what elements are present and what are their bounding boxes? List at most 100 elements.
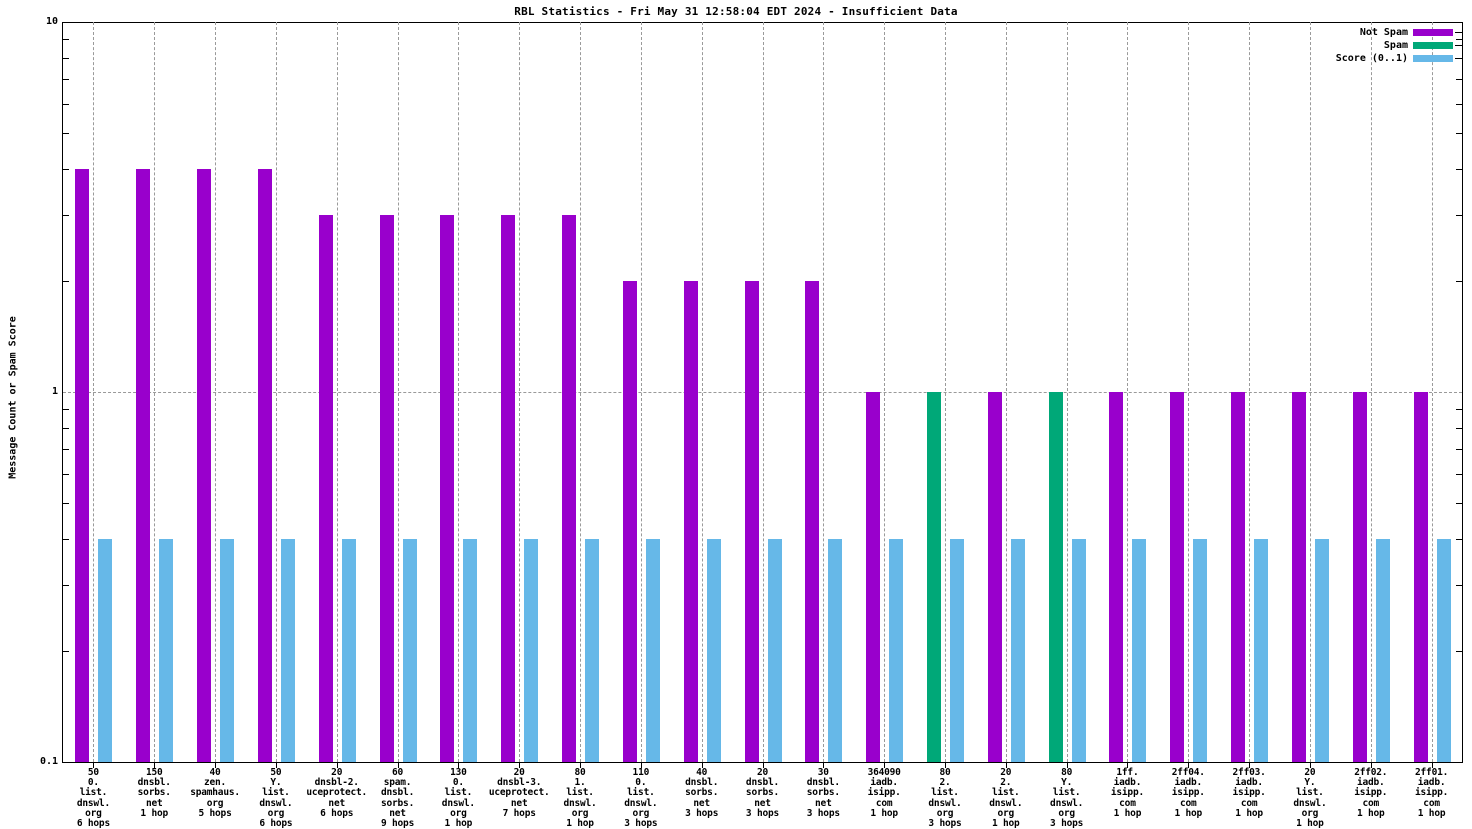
y-minor-tick — [1456, 503, 1462, 505]
x-category-label: 110 0. list. dnswl. org 3 hops — [624, 767, 658, 829]
x-category-label: 2ff04. iadb. isipp. com 1 hop — [1171, 767, 1205, 819]
bar-score — [767, 539, 782, 762]
legend-item: Score (0..1) — [1316, 53, 1462, 64]
plot-area — [63, 22, 1462, 762]
x-tick — [1309, 763, 1311, 768]
x-category-label: 80 Y. list. dnswl. org 3 hops — [1050, 767, 1084, 829]
bar-score — [1010, 539, 1025, 762]
legend-tick-mark — [1455, 32, 1462, 33]
x-tick — [458, 763, 460, 768]
x-tick — [1431, 763, 1433, 768]
x-tick — [640, 763, 642, 768]
y-minor-tick — [63, 57, 69, 59]
x-tick — [1066, 763, 1068, 768]
x-tick — [884, 763, 886, 768]
bar-score — [706, 539, 721, 762]
bar-not-spam — [1231, 392, 1246, 762]
bar-not-spam — [318, 215, 333, 762]
bar-not-spam — [197, 169, 212, 762]
y-minor-tick — [63, 474, 69, 476]
y-minor-tick — [1456, 133, 1462, 135]
y-tick-label: 0.1 — [39, 756, 58, 767]
x-tick — [519, 763, 521, 768]
bar-score — [585, 539, 600, 762]
bar-not-spam — [744, 280, 759, 762]
legend-tick-mark — [1455, 45, 1462, 46]
axis-left — [62, 22, 63, 763]
bar-not-spam — [805, 280, 820, 762]
bar-score — [645, 539, 660, 762]
bar-score — [341, 539, 356, 762]
y-minor-tick — [63, 539, 69, 541]
x-tick — [154, 763, 156, 768]
x-tick — [1370, 763, 1372, 768]
axis-right — [1462, 22, 1463, 763]
bar-score — [1071, 539, 1086, 762]
bar-score — [889, 539, 904, 762]
legend-label: Not Spam — [1359, 27, 1408, 38]
bar-not-spam — [562, 215, 577, 762]
y-minor-tick — [1456, 449, 1462, 451]
bar-score — [280, 539, 295, 762]
legend-label: Spam — [1383, 40, 1408, 51]
x-category-label: 364090 iadb. isipp. com 1 hop — [867, 767, 901, 819]
y-minor-tick — [1456, 474, 1462, 476]
y-minor-tick — [63, 104, 69, 106]
y-minor-tick — [1456, 104, 1462, 106]
y-minor-tick — [1456, 215, 1462, 217]
x-tick — [823, 763, 825, 768]
bar-score — [402, 539, 417, 762]
bar-spam — [1048, 392, 1063, 762]
x-category-label: 40 dnsbl. sorbs. net 3 hops — [685, 767, 719, 819]
bar-not-spam — [1109, 392, 1124, 762]
axis-bottom — [62, 762, 1463, 763]
bar-score — [1436, 539, 1451, 762]
y-minor-tick — [1456, 427, 1462, 429]
x-tick — [93, 763, 95, 768]
y-minor-tick — [63, 449, 69, 451]
bar-not-spam — [622, 280, 637, 762]
bar-not-spam — [1352, 392, 1367, 762]
y-minor-tick — [63, 585, 69, 587]
y-minor-tick — [63, 215, 69, 217]
x-tick — [944, 763, 946, 768]
x-category-label: 20 Y. list. dnswl. org 1 hop — [1293, 767, 1327, 829]
x-category-label: 20 dnsbl-3. uceprotect. net 7 hops — [488, 767, 550, 819]
bar-score — [98, 539, 113, 762]
bar-not-spam — [379, 215, 394, 762]
y-minor-tick — [63, 280, 69, 282]
y-minor-tick — [1456, 38, 1462, 40]
legend-label: Score (0..1) — [1335, 53, 1408, 64]
x-tick — [580, 763, 582, 768]
x-tick — [1127, 763, 1129, 768]
bar-not-spam — [136, 169, 151, 762]
y-minor-tick — [1456, 79, 1462, 81]
bar-not-spam — [257, 169, 272, 762]
x-category-label: 1ff. iadb. isipp. com 1 hop — [1110, 767, 1144, 819]
bar-not-spam — [866, 392, 881, 762]
legend-item: Spam — [1316, 40, 1462, 51]
y-minor-tick — [1456, 280, 1462, 282]
y-minor-tick — [63, 79, 69, 81]
chart-title: RBL Statistics - Fri May 31 12:58:04 EDT… — [514, 5, 958, 18]
bar-score — [949, 539, 964, 762]
x-tick — [397, 763, 399, 768]
y-minor-tick — [1456, 408, 1462, 410]
y-minor-tick — [63, 503, 69, 505]
x-category-label: 30 dnsbl. sorbs. net 3 hops — [806, 767, 840, 819]
bar-not-spam — [987, 392, 1002, 762]
bar-not-spam — [440, 215, 455, 762]
x-tick — [1188, 763, 1190, 768]
bar-not-spam — [1170, 392, 1185, 762]
x-category-label: 150 dnsbl. sorbs. net 1 hop — [137, 767, 171, 819]
bar-score — [524, 539, 539, 762]
x-category-label: 60 spam. dnsbl. sorbs. net 9 hops — [380, 767, 415, 829]
bar-score — [1254, 539, 1269, 762]
bar-score — [828, 539, 843, 762]
x-tick — [1249, 763, 1251, 768]
bar-score — [1314, 539, 1329, 762]
y-minor-tick — [63, 169, 69, 171]
x-tick — [215, 763, 217, 768]
bar-score — [159, 539, 174, 762]
